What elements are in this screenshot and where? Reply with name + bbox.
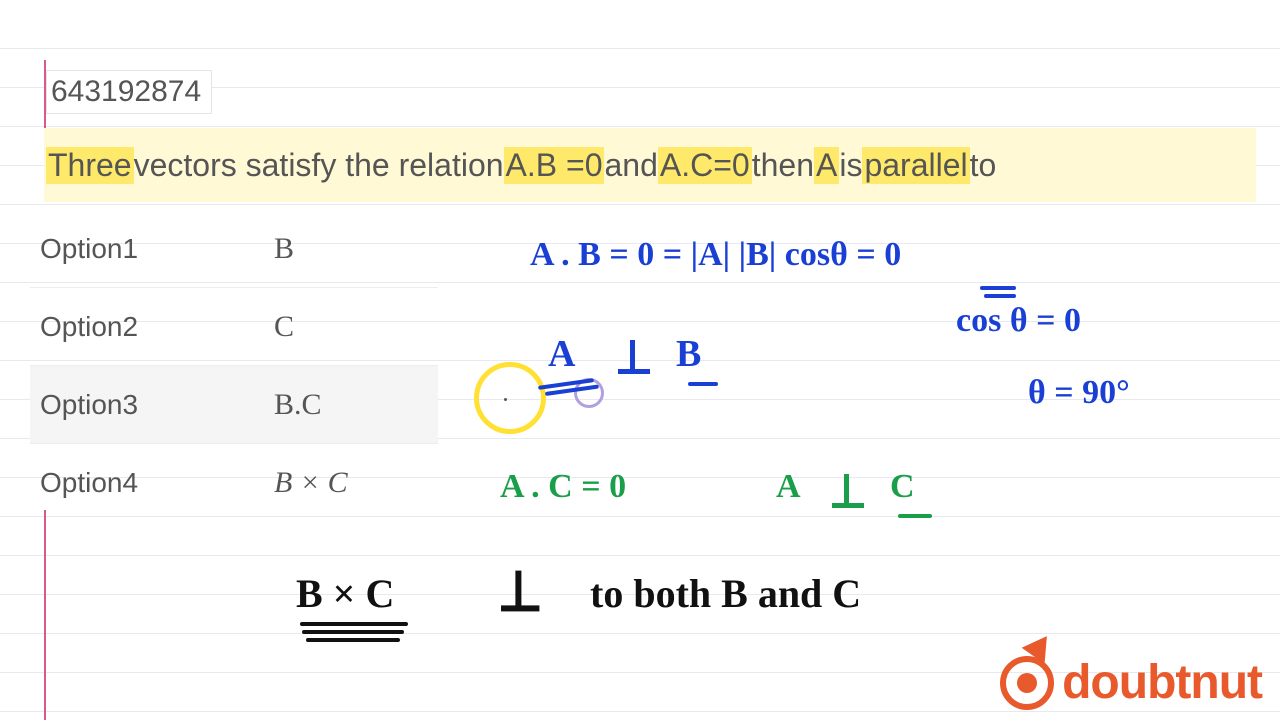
option-3[interactable]: Option3 B.C: [30, 366, 438, 444]
question-a: A: [814, 147, 839, 184]
doubtnut-logo: doubtnut: [1000, 655, 1262, 710]
option-2-label: Option2: [40, 311, 274, 343]
perp-icon-bxc: [499, 571, 540, 612]
question-ac: A.C=0: [658, 147, 752, 184]
perp-icon-ab: [616, 340, 650, 374]
underline-cos: [980, 286, 1016, 290]
hand-b-label: B: [676, 332, 701, 376]
underline-bxc-3: [306, 638, 400, 642]
underline-bxc-1: [300, 622, 408, 626]
question-text: Three vectors satisfy the relation A.B =…: [44, 128, 1256, 202]
hand-eq-ab: A . B = 0 = |A| |B| cosθ = 0: [530, 236, 901, 274]
option-1[interactable]: Option1 B: [30, 210, 438, 288]
question-word-three: Three: [46, 147, 134, 184]
question-parallel: parallel: [862, 147, 969, 184]
annotation-dot: [504, 398, 507, 401]
option-4-value: B × C: [274, 466, 348, 500]
option-2-value: C: [274, 310, 294, 344]
question-ab: A.B =0: [504, 147, 605, 184]
hand-tail: to both B and C: [590, 570, 861, 617]
option-3-value: B.C: [274, 388, 322, 422]
annotation-yellow-circle: [474, 362, 546, 434]
perp-icon-ac: [830, 474, 864, 508]
hand-a-perp-c-c: C: [890, 468, 915, 506]
hand-eq-theta90: θ = 90°: [1028, 374, 1130, 412]
underline-b: [688, 382, 718, 386]
logo-icon: [1000, 656, 1054, 710]
underline-c: [898, 514, 932, 518]
hand-a-perp-c-a: A: [776, 468, 801, 506]
hand-a-label: A: [548, 332, 575, 376]
option-1-label: Option1: [40, 233, 274, 265]
option-3-label: Option3: [40, 389, 274, 421]
logo-text: doubtnut: [1062, 655, 1262, 710]
hand-bxc: B × C: [296, 570, 394, 617]
underline-bxc-2: [302, 630, 404, 634]
option-4-label: Option4: [40, 467, 274, 499]
option-4[interactable]: Option4 B × C: [30, 444, 438, 522]
underline-cos-2: [984, 294, 1016, 298]
margin-line-lower: [44, 510, 46, 720]
option-2[interactable]: Option2 C: [30, 288, 438, 366]
option-1-value: B: [274, 232, 294, 266]
hand-eq-ac: A . C = 0: [500, 468, 626, 506]
hand-eq-cos0: cos θ = 0: [956, 302, 1081, 340]
options-list: Option1 B Option2 C Option3 B.C Option4 …: [30, 210, 438, 522]
problem-id: 643192874: [46, 70, 212, 114]
